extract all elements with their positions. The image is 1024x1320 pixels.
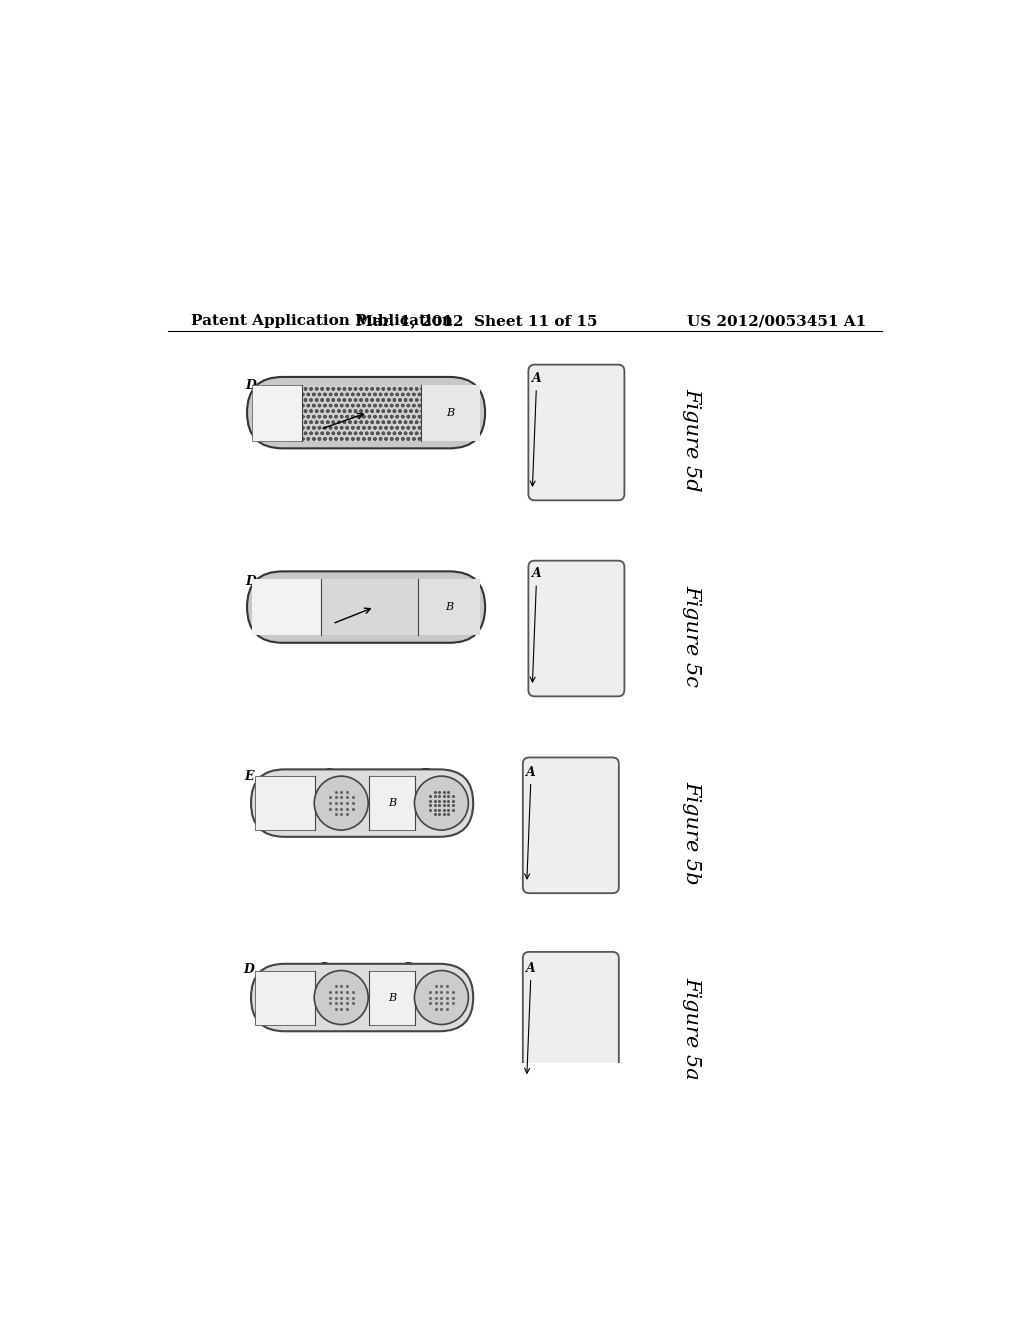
Circle shape [415,776,468,830]
Text: A: A [530,372,542,486]
FancyBboxPatch shape [302,385,421,441]
FancyBboxPatch shape [252,579,321,635]
Text: C: C [404,573,415,586]
Text: D: D [420,768,431,781]
Text: Figure 5b: Figure 5b [682,781,701,886]
FancyBboxPatch shape [321,579,419,635]
Text: A: A [530,568,542,682]
FancyBboxPatch shape [255,970,315,1024]
Text: US 2012/0053451 A1: US 2012/0053451 A1 [687,314,866,329]
Text: A: A [524,962,536,1073]
Text: C: C [402,962,413,974]
Text: E: E [244,770,253,783]
Text: D: D [246,379,256,392]
FancyBboxPatch shape [369,776,415,830]
Text: A: A [524,766,536,879]
Text: D: D [243,964,254,977]
FancyBboxPatch shape [369,970,415,1024]
FancyBboxPatch shape [523,952,618,1088]
Text: D: D [246,576,256,589]
Text: C: C [404,376,415,389]
Text: E: E [298,573,307,586]
FancyBboxPatch shape [252,385,302,441]
FancyBboxPatch shape [528,364,625,500]
FancyBboxPatch shape [421,385,480,441]
Text: Patent Application Publication: Patent Application Publication [191,314,454,329]
FancyBboxPatch shape [251,964,473,1031]
Circle shape [415,970,468,1024]
Text: Figure 5c: Figure 5c [682,586,701,688]
Circle shape [314,776,369,830]
Text: B: B [388,993,396,1002]
Text: Mar. 1, 2012  Sheet 11 of 15: Mar. 1, 2012 Sheet 11 of 15 [356,314,598,329]
Text: B: B [446,408,455,417]
FancyBboxPatch shape [419,579,480,635]
Text: B: B [445,602,454,612]
Text: C: C [317,962,328,974]
FancyBboxPatch shape [247,572,485,643]
Text: F: F [382,376,390,389]
Text: E: E [294,376,303,389]
FancyBboxPatch shape [251,770,473,837]
Circle shape [314,970,369,1024]
FancyBboxPatch shape [528,561,625,697]
FancyBboxPatch shape [523,758,618,894]
FancyBboxPatch shape [247,378,485,449]
FancyBboxPatch shape [255,776,315,830]
Text: B: B [388,799,396,808]
Text: C: C [323,768,333,781]
Text: Figure 5a: Figure 5a [682,977,701,1080]
Text: Figure 5d: Figure 5d [682,388,701,491]
Text: F: F [382,573,390,586]
